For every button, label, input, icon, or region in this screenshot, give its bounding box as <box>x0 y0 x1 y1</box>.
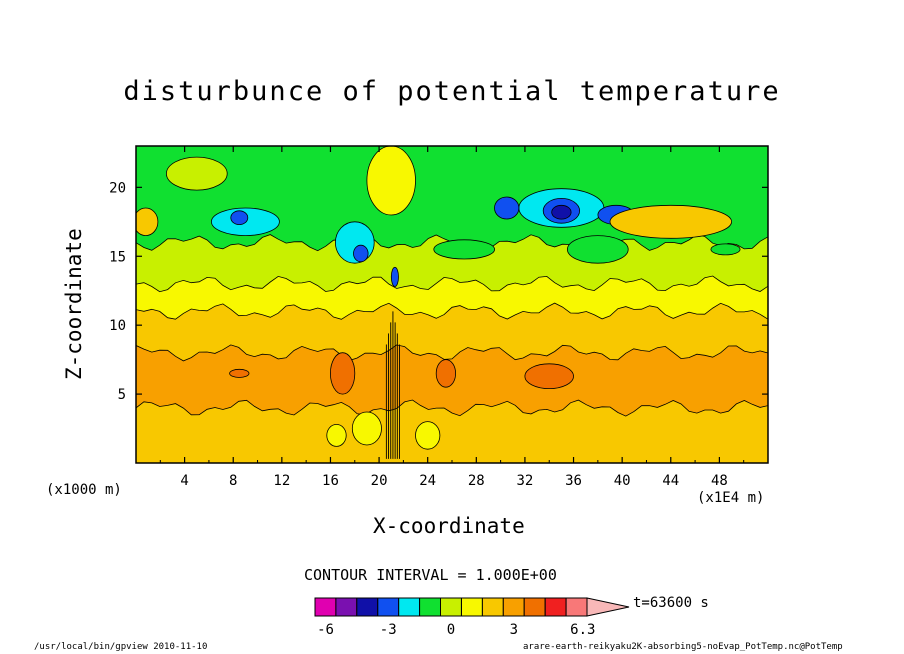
contour-feature <box>230 210 249 226</box>
y-axis-label: Z-coordinate <box>62 228 86 380</box>
footer-program: /usr/local/bin/gpview 2010-11-10 <box>34 642 208 652</box>
x-scale-label: (x1E4 m) <box>697 490 765 506</box>
colorbar-tick-label: 6.3 <box>570 622 595 638</box>
colorbar-swatch <box>440 597 462 617</box>
chart-title: disturbunce of potential temperature <box>123 76 781 107</box>
contour-feature <box>351 411 382 446</box>
y-tick-label: 15 <box>109 249 126 265</box>
y-tick-label: 5 <box>118 387 126 403</box>
contour-feature <box>326 423 347 447</box>
x-tick-label: 20 <box>371 473 388 489</box>
colorbar-swatch <box>565 597 588 617</box>
colorbar-extend-arrow <box>586 597 630 617</box>
colorbar-swatch <box>419 597 442 617</box>
colorbar-tick-label: 3 <box>510 622 518 638</box>
time-label: t=63600 s <box>633 595 709 611</box>
x-tick-label: 16 <box>322 473 339 489</box>
contour-feature <box>390 266 399 287</box>
x-unit-label: (x1000 m) <box>46 482 122 498</box>
colorbar-tick-label: -3 <box>380 622 397 638</box>
x-tick-label: 32 <box>516 473 533 489</box>
colorbar-tick-label: -6 <box>317 622 334 638</box>
contour-feature <box>609 204 732 239</box>
contour-feature <box>566 235 629 264</box>
x-tick-label: 12 <box>273 473 290 489</box>
contour-feature <box>710 243 741 256</box>
contour-feature <box>435 359 456 388</box>
x-axis-label: X-coordinate <box>373 514 525 538</box>
contour-feature <box>329 352 356 395</box>
colorbar-swatch <box>461 597 483 617</box>
x-tick-label: 36 <box>565 473 582 489</box>
contour-feature <box>524 363 574 390</box>
colorbar-swatch <box>377 597 400 617</box>
colorbar-swatch <box>481 597 504 617</box>
x-tick-label: 48 <box>711 473 728 489</box>
colorbar-swatch <box>544 597 567 617</box>
colorbar-tick-label: 0 <box>447 622 455 638</box>
x-tick-label: 40 <box>614 473 631 489</box>
colorbar-swatch <box>398 597 421 617</box>
colorbar-swatch <box>502 597 525 617</box>
contour-feature <box>494 196 520 220</box>
y-tick-label: 10 <box>109 318 126 334</box>
x-tick-label: 4 <box>180 473 188 489</box>
colorbar-swatch <box>314 597 337 617</box>
contour-feature <box>366 146 416 216</box>
contour-band <box>136 399 768 463</box>
contour-interval-label: CONTOUR INTERVAL = 1.000E+00 <box>304 566 557 584</box>
x-tick-label: 28 <box>468 473 485 489</box>
contour-feature <box>136 207 159 236</box>
contour-feature <box>415 421 441 450</box>
colorbar-swatch <box>356 597 379 617</box>
x-tick-label: 44 <box>662 473 679 489</box>
colorbar-swatch <box>523 597 546 617</box>
y-tick-label: 20 <box>109 180 126 196</box>
contour-feature <box>551 204 572 220</box>
x-tick-label: 24 <box>419 473 436 489</box>
contour-feature <box>166 156 228 191</box>
contour-feature <box>353 244 369 263</box>
footer-source: arare-earth-reikyaku2K-absorbing5-noEvap… <box>523 642 843 652</box>
x-tick-label: 8 <box>229 473 237 489</box>
colorbar-swatch <box>335 597 358 617</box>
contour-feature <box>433 239 496 260</box>
contour-feature <box>229 368 250 378</box>
